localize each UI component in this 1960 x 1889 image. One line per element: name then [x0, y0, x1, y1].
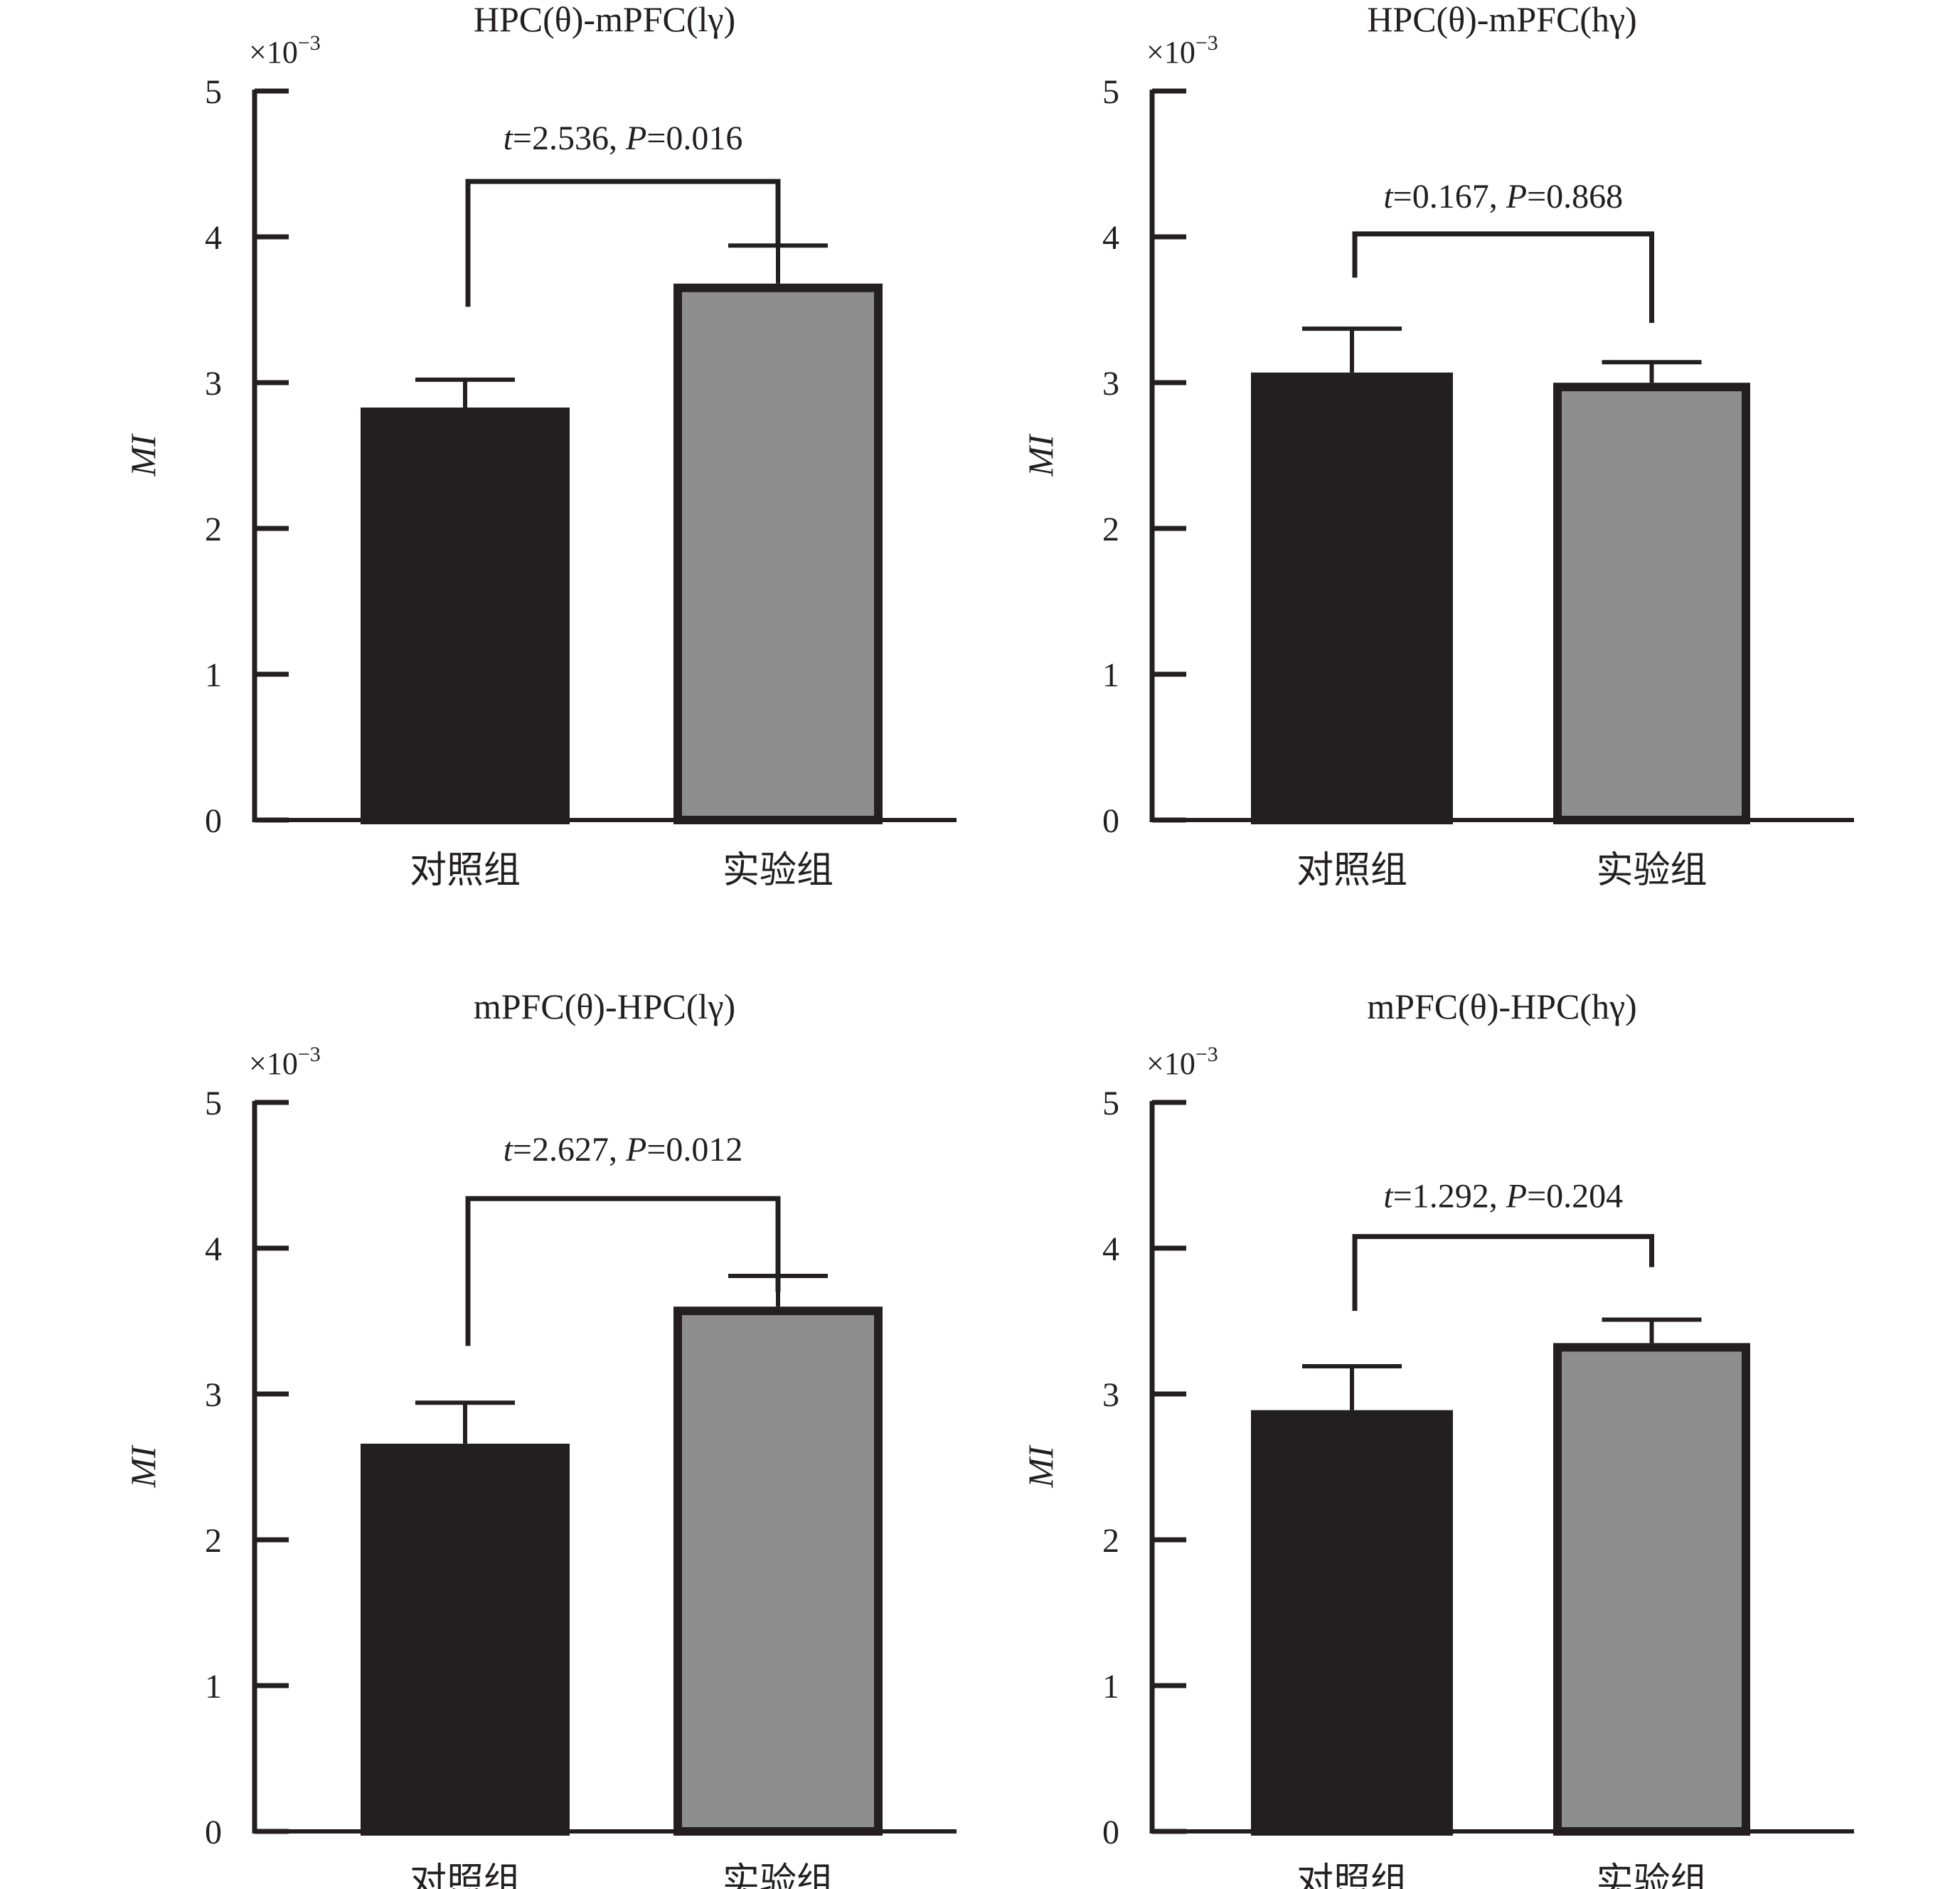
y-axis-label: MI: [1021, 433, 1060, 477]
y-axis-label: MI: [123, 433, 163, 477]
chart-title: HPC(θ)-mPFC(hγ): [1367, 0, 1636, 39]
y-tick-label: 4: [1102, 219, 1119, 257]
y-tick-label: 2: [205, 511, 222, 548]
stat-p-symbol: P: [625, 119, 646, 157]
bar: [673, 283, 883, 824]
y-tick-label: 4: [1102, 1230, 1119, 1268]
stat-t-symbol: t: [504, 1131, 514, 1169]
stat-p-value: =0.204: [1527, 1178, 1623, 1215]
y-tick-label: 2: [1102, 511, 1119, 548]
stat-p-value: =0.016: [646, 119, 742, 157]
category-label: 对照组: [1296, 851, 1407, 891]
y-tick-label: 0: [205, 1814, 222, 1851]
category-label: 实验组: [723, 851, 833, 891]
bar: [1251, 1410, 1453, 1836]
bar: [673, 1307, 883, 1836]
chart-panel-4: mPFC(θ)-HPC(hγ) ×10−3 MI 对照组 实验组 0 1 2 3 4 5 t=1.29…: [1021, 986, 1854, 1889]
category-label: 实验组: [723, 1862, 833, 1889]
bar: [1553, 383, 1750, 824]
stat-annotation: t=2.536, P=0.016: [504, 119, 743, 157]
y-scale-note: ×10−3: [249, 31, 321, 70]
y-scale-exponent: −3: [1195, 31, 1218, 55]
chart-title: HPC(θ)-mPFC(lγ): [474, 0, 735, 39]
stat-p-value: =0.012: [646, 1131, 742, 1169]
y-tick-label: 1: [1102, 656, 1119, 694]
chart-title: mPFC(θ)-HPC(lγ): [474, 986, 735, 1026]
significance-bracket: [1352, 1234, 1654, 1311]
y-tick-label: 3: [1102, 365, 1119, 403]
stat-t-symbol: t: [1383, 1178, 1394, 1215]
y-axis-label: MI: [123, 1444, 163, 1489]
y-scale-note: ×10−3: [1146, 31, 1218, 70]
y-tick-label: 5: [1102, 1085, 1119, 1122]
y-tick-label: 1: [1102, 1668, 1119, 1706]
stat-annotation: t=0.167, P=0.868: [1383, 178, 1623, 215]
stat-p-symbol: P: [1506, 178, 1527, 215]
y-tick-label: 1: [205, 656, 222, 694]
y-tick-label: 3: [205, 1376, 222, 1414]
y-scale-note: ×10−3: [1146, 1043, 1218, 1081]
stat-p-symbol: P: [1506, 1178, 1527, 1215]
stat-t-value: =0.167,: [1393, 178, 1506, 215]
y-tick-label: 4: [205, 1230, 222, 1268]
y-axis-label: MI: [1021, 1444, 1060, 1489]
category-label: 实验组: [1596, 851, 1707, 891]
y-tick-label: 5: [1102, 73, 1119, 111]
category-label: 对照组: [410, 851, 521, 891]
y-tick-label: 3: [205, 365, 222, 403]
chart-panel-2: HPC(θ)-mPFC(hγ) ×10−3 MI 对照组 实验组 0 1 2 3 4 5 t=0.16…: [1021, 0, 1854, 891]
stat-annotation: t=2.627, P=0.012: [504, 1131, 743, 1169]
bar: [1553, 1343, 1750, 1836]
y-scale-note: ×10−3: [249, 1043, 321, 1081]
y-tick-label: 5: [205, 1085, 222, 1122]
stat-t-symbol: t: [1383, 178, 1394, 215]
category-label: 实验组: [1596, 1862, 1707, 1889]
y-scale-exponent: −3: [1195, 1043, 1218, 1066]
stat-p-value: =0.868: [1527, 178, 1623, 215]
y-scale-exponent: −3: [298, 1043, 321, 1066]
category-label: 对照组: [1296, 1862, 1407, 1889]
chart-panel-1: HPC(θ)-mPFC(lγ) ×10−3 MI 对照组 实验组 0 1 2 3 4 5 t=2.53…: [123, 0, 957, 891]
y-tick-label: 0: [205, 802, 222, 840]
category-label: 对照组: [410, 1862, 521, 1889]
stat-t-value: =1.292,: [1393, 1178, 1506, 1215]
chart-panel-3: mPFC(θ)-HPC(lγ) ×10−3 MI 对照组 实验组 0 1 2 3 4 5 t=2.62…: [123, 986, 957, 1889]
y-tick-label: 0: [1102, 802, 1119, 840]
chart-title: mPFC(θ)-HPC(hγ): [1367, 986, 1636, 1026]
y-tick-label: 5: [205, 73, 222, 111]
stat-t-value: =2.536,: [513, 119, 626, 157]
y-tick-label: 1: [205, 1668, 222, 1706]
y-tick-label: 3: [1102, 1376, 1119, 1414]
bar: [361, 1443, 570, 1836]
bar: [1251, 372, 1453, 824]
stat-t-value: =2.627,: [513, 1131, 626, 1169]
stat-p-symbol: P: [625, 1131, 646, 1169]
significance-bracket: [1352, 231, 1654, 323]
stat-t-symbol: t: [504, 119, 514, 157]
significance-bracket: [465, 1196, 781, 1346]
y-tick-label: 4: [205, 219, 222, 257]
y-tick-label: 2: [1102, 1522, 1119, 1560]
bar: [361, 408, 570, 824]
significance-bracket: [465, 179, 781, 307]
y-scale-exponent: −3: [298, 31, 321, 55]
y-tick-label: 0: [1102, 1814, 1119, 1851]
stat-annotation: t=1.292, P=0.204: [1383, 1178, 1623, 1215]
y-tick-label: 2: [205, 1522, 222, 1560]
